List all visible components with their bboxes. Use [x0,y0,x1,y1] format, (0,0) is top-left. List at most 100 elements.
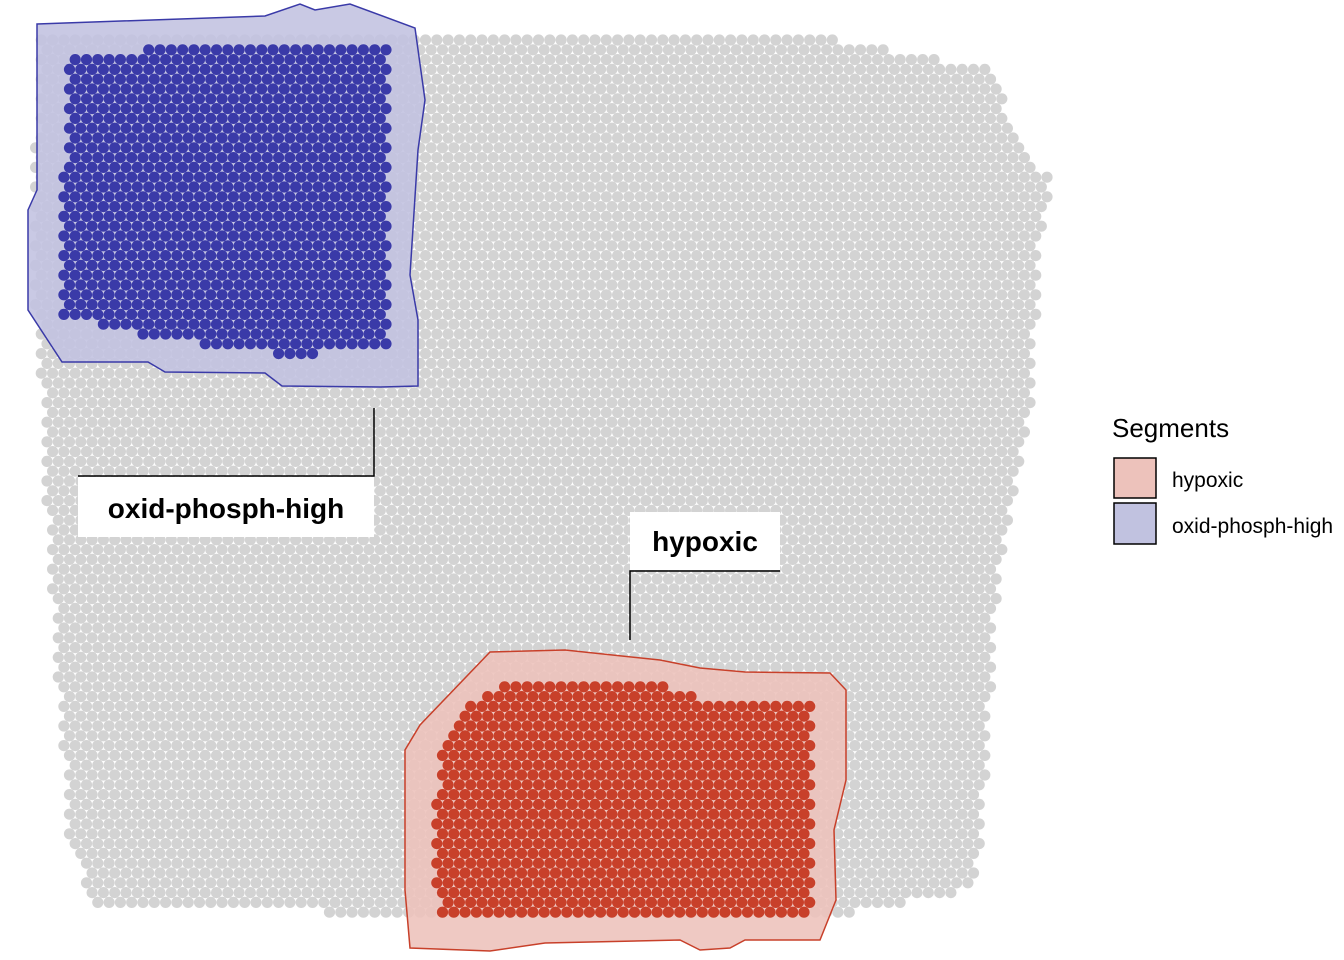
background-spot [103,661,115,673]
background-spot [499,544,511,556]
background-spot [741,63,754,75]
background-spot [838,465,850,477]
background-spot [436,397,449,409]
background-spot [160,622,172,634]
background-spot [63,436,76,448]
background-spot [578,465,590,477]
background-spot [922,671,934,683]
background-spot [261,642,273,654]
background-spot [753,220,765,232]
background-spot [645,289,658,301]
background-spot [470,514,482,526]
background-spot [143,553,155,566]
background-spot [877,475,889,487]
background-spot [521,289,533,301]
background-spot [476,171,488,183]
background-spot [725,93,737,105]
background-spot [391,651,403,664]
background-spot [922,63,934,75]
background-spot [860,54,872,66]
background-spot [267,553,279,566]
background-spot [753,397,765,409]
background-spot [431,661,443,673]
background-spot [465,308,477,320]
background-spot [657,112,669,124]
background-spot [583,436,596,448]
background-spot [504,201,516,213]
background-spot [685,122,697,134]
background-spot [900,377,912,389]
background-spot [787,220,799,232]
background-spot [984,583,997,595]
background-spot [634,348,646,360]
background-spot [312,632,324,644]
background-spot [634,171,646,183]
background-spot [1007,387,1019,399]
background-spot [747,54,759,66]
background-spot [69,367,81,379]
background-spot [431,171,443,183]
background-spot [92,465,104,477]
background-spot [781,210,793,222]
background-spot [527,593,539,605]
background-spot [967,553,980,566]
background-spot [741,632,754,644]
background-spot [312,691,324,703]
background-spot [340,661,352,673]
background-spot [453,132,465,144]
background-spot [290,416,302,428]
background-spot [369,553,381,566]
background-spot [448,279,460,291]
background-spot [612,622,624,634]
background-spot [92,426,104,438]
background-spot [792,132,805,144]
background-spot [504,122,516,134]
background-spot [951,191,963,203]
background-spot [866,103,878,115]
background-spot [1013,436,1025,448]
background-spot [775,103,788,115]
background-spot [736,661,748,673]
background-spot [838,622,850,634]
background-spot [843,201,855,213]
background-spot [713,269,725,281]
background-spot [538,142,550,154]
background-spot [222,455,234,467]
background-spot [470,436,482,448]
background-spot [956,279,968,291]
background-spot [922,338,934,350]
background-spot [730,142,742,154]
background-spot [499,387,511,399]
background-spot [798,318,810,330]
background-spot [979,377,991,389]
background-spot [137,622,149,634]
background-spot [41,397,53,409]
background-spot [804,524,816,536]
background-spot [967,377,980,389]
background-spot [888,651,901,664]
background-spot [928,308,940,320]
background-spot [476,524,488,536]
background-spot [612,171,624,183]
background-spot [900,240,912,252]
background-spot [888,122,901,134]
background-spot [651,377,663,389]
background-spot [674,181,686,193]
background-spot [419,387,432,399]
background-spot [860,465,872,477]
background-spot [730,63,742,75]
background-spot [628,201,641,213]
background-spot [442,642,454,654]
background-spot [165,436,177,448]
background-spot [374,406,386,418]
background-spot [482,455,494,467]
background-spot [967,201,980,213]
background-spot [888,632,901,644]
background-spot [917,308,929,320]
background-spot [521,93,533,105]
background-spot [532,446,545,458]
background-spot [92,642,104,654]
background-spot [256,651,268,664]
background-spot [753,612,765,624]
background-spot [244,553,256,566]
